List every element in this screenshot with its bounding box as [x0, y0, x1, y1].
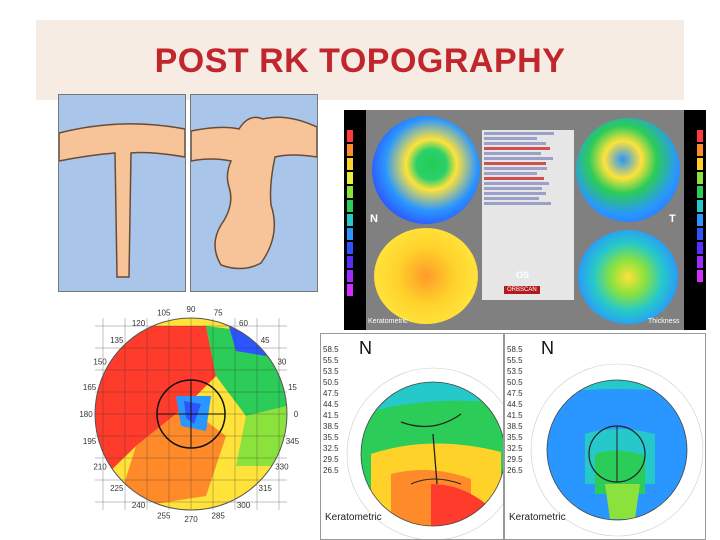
polar-angle-label: 75	[214, 309, 223, 318]
polar-angle-label: 30	[277, 358, 286, 367]
scale-value: 38.5	[323, 422, 339, 431]
scale-value: 58.5	[507, 345, 523, 354]
nasal-label: N	[370, 213, 378, 225]
posterior-elevation-map	[576, 118, 680, 222]
polar-angle-label: 225	[110, 484, 124, 493]
scale-value: 53.5	[323, 367, 339, 376]
polar-angle-label: 345	[286, 437, 300, 446]
scale-value: 58.5	[323, 345, 339, 354]
polar-angle-label: 105	[157, 309, 171, 318]
incision-gaping-illustration	[191, 95, 317, 291]
scale-value: 35.5	[507, 433, 523, 442]
keratometric-scale-right: 58.5 55.5 53.5 50.5 47.5 44.5 41.5 38.5 …	[507, 344, 541, 476]
incision-diagram-gaping	[190, 94, 318, 292]
anterior-elevation-map	[372, 116, 480, 224]
polar-angle-label: 135	[110, 336, 124, 345]
polar-angle-label: 195	[83, 437, 97, 446]
scale-value: 47.5	[323, 389, 339, 398]
right-scale-swatches	[697, 130, 703, 282]
orbscan-brand-badge: ORBSCAN	[504, 286, 540, 294]
scale-value: 26.5	[323, 466, 339, 475]
pachymetry-thickness-map	[578, 230, 678, 324]
polar-angle-label: 210	[93, 463, 107, 472]
polar-map-graphic: 0 15 30 45 60 75 90 105 120 135 150 165 180 195 210 225…	[79, 305, 300, 524]
keratometric-map-right: 58.5 55.5 53.5 50.5 47.5 44.5 41.5 38.5 …	[504, 333, 706, 540]
scale-value: 44.5	[507, 400, 523, 409]
polar-angle-label: 285	[212, 511, 226, 520]
thickness-caption: Thickness	[648, 318, 680, 325]
polar-angle-label: 270	[184, 515, 198, 524]
title-band: POST RK TOPOGRAPHY	[36, 20, 684, 100]
left-scale-swatches	[347, 130, 353, 296]
polar-topography-map: 0 15 30 45 60 75 90 105 120 135 150 165 180 195 210 225…	[76, 296, 306, 526]
scale-value: 41.5	[323, 411, 339, 420]
polar-angle-label: 0	[294, 410, 299, 419]
scale-value: 29.5	[323, 455, 339, 464]
temporal-label: T	[669, 213, 676, 225]
left-color-scale	[344, 110, 366, 330]
polar-angle-label: 15	[288, 383, 297, 392]
polar-angle-label: 120	[132, 319, 146, 328]
keratometric-power-map	[374, 228, 478, 324]
incision-straight-illustration	[59, 95, 185, 291]
scale-value: 29.5	[507, 455, 523, 464]
polar-angle-label: 315	[259, 484, 273, 493]
scale-value: 55.5	[323, 356, 339, 365]
keratometric-map-left-graphic	[346, 367, 503, 539]
polar-angle-label: 150	[93, 358, 107, 367]
polar-angle-label: 180	[79, 410, 93, 419]
keratometric-map-right-graphic	[530, 363, 704, 537]
scale-value: 44.5	[323, 400, 339, 409]
scale-value: 41.5	[507, 411, 523, 420]
scale-value: 50.5	[507, 378, 523, 387]
orientation-label-left: N	[359, 338, 372, 358]
polar-angle-label: 45	[261, 336, 270, 345]
keratometric-caption-left: Keratometric	[325, 512, 382, 523]
scale-value: 26.5	[507, 466, 523, 475]
right-color-scale	[684, 110, 706, 330]
scale-value: 55.5	[507, 356, 523, 365]
scale-value: 53.5	[507, 367, 523, 376]
eye-label: OS	[516, 270, 530, 280]
scale-value: 50.5	[323, 378, 339, 387]
polar-angle-label: 300	[237, 501, 251, 510]
keratometric-map-left: 58.5 55.5 53.5 50.5 47.5 44.5 41.5 38.5 …	[320, 333, 504, 540]
scale-value: 47.5	[507, 389, 523, 398]
scale-value: 32.5	[507, 444, 523, 453]
orientation-label-right: N	[541, 338, 554, 358]
polar-angle-label: 240	[132, 501, 146, 510]
scale-value: 32.5	[323, 444, 339, 453]
slide-title: POST RK TOPOGRAPHY	[154, 42, 566, 80]
orbscan-quad-map: N T OS ORBSCAN Keratometric Thickness	[344, 110, 706, 330]
keratometric-scale-left: 58.5 55.5 53.5 50.5 47.5 44.5 41.5 38.5 …	[323, 344, 357, 476]
polar-angle-label: 165	[83, 383, 97, 392]
incision-diagram-straight	[58, 94, 186, 292]
polar-angle-label: 90	[187, 305, 196, 314]
polar-angle-label: 60	[239, 319, 248, 328]
scale-value: 35.5	[323, 433, 339, 442]
polar-angle-label: 255	[157, 511, 171, 520]
keratometric-caption: Keratometric	[368, 318, 408, 325]
scale-value: 38.5	[507, 422, 523, 431]
exam-info-pane	[482, 130, 574, 300]
keratometric-caption-right: Keratometric	[509, 512, 566, 523]
polar-angle-label: 330	[275, 463, 289, 472]
